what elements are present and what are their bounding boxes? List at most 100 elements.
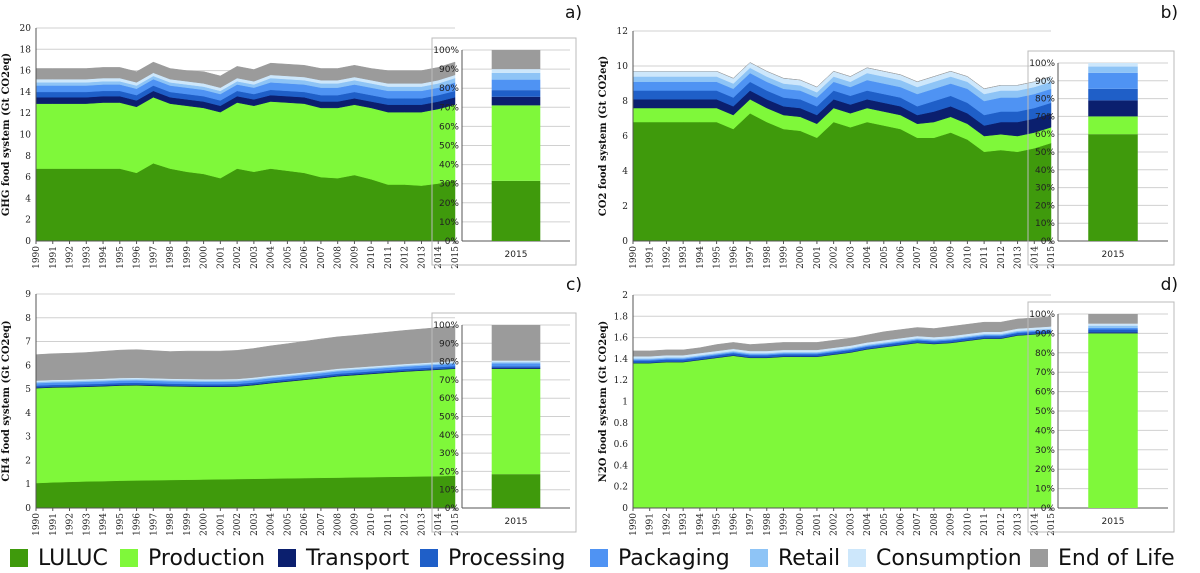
y-tick-label: 4: [25, 409, 31, 419]
x-tick-label: 1999: [183, 246, 193, 269]
x-tick-label: 2015: [1047, 246, 1057, 269]
x-tick-label: 2006: [897, 513, 907, 536]
y-tick-label: 0: [25, 504, 31, 514]
y-axis-title: GHG food system (Gt CO2eq): [1, 53, 12, 216]
area-series-end-of-life: [632, 316, 1052, 357]
y-axis-title: CO2 food system (Gt CO2eq): [598, 56, 609, 216]
y-tick-label: 6: [25, 173, 31, 183]
x-tick-label: 1998: [166, 246, 176, 269]
x-tick-label: 2001: [216, 513, 226, 536]
share-tick-label: 10%: [1035, 219, 1055, 229]
x-tick-label: 2006: [300, 513, 310, 536]
share-chart-frame: [431, 37, 577, 266]
share-tick-label: 90%: [1035, 329, 1055, 339]
y-tick-label: 3: [25, 433, 31, 443]
legend-label-packaging: Packaging: [618, 545, 730, 571]
share-segment-luluc: [491, 180, 541, 241]
share-tick-label: 70%: [1035, 368, 1055, 378]
x-tick-label: 2002: [233, 513, 243, 536]
share-tick-label: 70%: [1035, 112, 1055, 122]
x-tick-label: 2002: [830, 513, 840, 536]
x-tick-label: 2014: [1030, 246, 1040, 269]
share-tick-label: 90%: [1035, 77, 1055, 87]
x-tick-label: 2011: [384, 513, 394, 536]
y-tick-label: 20: [20, 24, 32, 34]
y-tick-label: 12: [20, 109, 31, 119]
y-tick-label: 4: [622, 167, 628, 177]
y-tick-label: 7: [25, 338, 31, 348]
share-segment-transport: [491, 368, 541, 369]
share-tick-label: 20%: [439, 467, 459, 477]
legend-swatch-production: [120, 549, 138, 567]
share-tick-label: 30%: [1035, 446, 1055, 456]
legend-label-retail: Retail: [778, 545, 841, 571]
legend-label-consumption: Consumption: [876, 545, 1022, 571]
share-segment-retail: [491, 72, 541, 80]
y-tick-label: 0: [25, 237, 31, 247]
legend-item-consumption: Consumption: [848, 545, 1022, 571]
share-segment-packaging: [491, 79, 541, 91]
chart-panel-3: 0 1 2 3 4 5 6 7 8 9 1990 1991 1992 1993 1994 1995 1996 19…: [1, 275, 582, 536]
share-tick-label: 40%: [1035, 426, 1055, 436]
x-tick-label: 2005: [880, 246, 890, 269]
x-tick-label: 1998: [166, 513, 176, 536]
area-series-end-of-life: [35, 325, 456, 381]
x-tick-label: 2005: [283, 513, 293, 536]
y-tick-label: 0.4: [614, 461, 629, 471]
y-tick-label: 10: [617, 62, 629, 72]
share-tick-label: 0%: [445, 237, 460, 247]
share-segment-production: [491, 105, 541, 181]
legend-swatch-consumption: [848, 549, 866, 567]
x-tick-label: 1991: [646, 246, 656, 269]
share-segment-retail: [491, 362, 541, 364]
x-tick-label: 1999: [779, 246, 789, 269]
legend-item-processing: Processing: [420, 545, 565, 571]
y-tick-label: 1.2: [614, 376, 628, 386]
legend-item-production: Production: [120, 545, 265, 571]
y-tick-label: 0: [622, 504, 628, 514]
x-tick-label: 1996: [133, 513, 143, 536]
share-segment-transport: [1088, 100, 1138, 117]
share-tick-label: 70%: [439, 376, 459, 386]
legend-item-transport: Transport: [278, 545, 409, 571]
share-tick-label: 20%: [439, 199, 459, 209]
x-tick-label: 2003: [846, 246, 856, 269]
share-segment-production: [491, 368, 541, 475]
share-category-label: 2015: [505, 250, 528, 260]
share-segment-processing: [1088, 329, 1138, 333]
share-tick-label: 80%: [439, 358, 459, 368]
legend-item-luluc: LULUC: [10, 545, 108, 571]
y-tick-label: 4: [25, 194, 31, 204]
share-tick-label: 60%: [439, 122, 459, 132]
x-tick-label: 1993: [82, 246, 92, 269]
y-tick-label: 1.4: [614, 355, 629, 365]
y-tick-label: 6: [25, 361, 31, 371]
y-axis-title: CH4 food system (Gt CO2eq): [1, 320, 12, 481]
y-tick-label: 12: [617, 27, 628, 37]
share-tick-label: 100%: [1029, 59, 1055, 69]
y-tick-label: 8: [25, 152, 31, 162]
x-tick-label: 1997: [746, 246, 756, 269]
share-tick-label: 60%: [439, 394, 459, 404]
x-tick-label: 2001: [813, 513, 823, 536]
x-tick-label: 2015: [1047, 513, 1057, 536]
x-tick-label: 1993: [82, 513, 92, 536]
panel-label: c): [566, 275, 582, 295]
x-tick-label: 2009: [350, 513, 360, 536]
x-tick-label: 1997: [746, 513, 756, 536]
x-tick-label: 2010: [963, 513, 973, 536]
x-tick-label: 2013: [1014, 513, 1024, 536]
x-tick-label: 2005: [283, 246, 293, 269]
share-tick-label: 50%: [1035, 148, 1055, 158]
share-tick-label: 0%: [1041, 237, 1056, 247]
x-tick-label: 1994: [696, 246, 706, 269]
share-segment-retail: [1088, 66, 1138, 73]
x-tick-label: 2009: [350, 246, 360, 269]
x-tick-label: 2006: [897, 246, 907, 269]
chart-panel-4: 0 0.2 0.4 0.6 0.8 1 1.2 1.4 1.6 1.8 2 1990 1991 1992 1…: [598, 275, 1178, 536]
share-tick-label: 90%: [439, 339, 459, 349]
legend-label-end-of-life: End of Life: [1058, 545, 1175, 571]
x-tick-label: 1999: [779, 513, 789, 536]
panel-label: b): [1161, 3, 1178, 23]
share-tick-label: 10%: [439, 218, 459, 228]
